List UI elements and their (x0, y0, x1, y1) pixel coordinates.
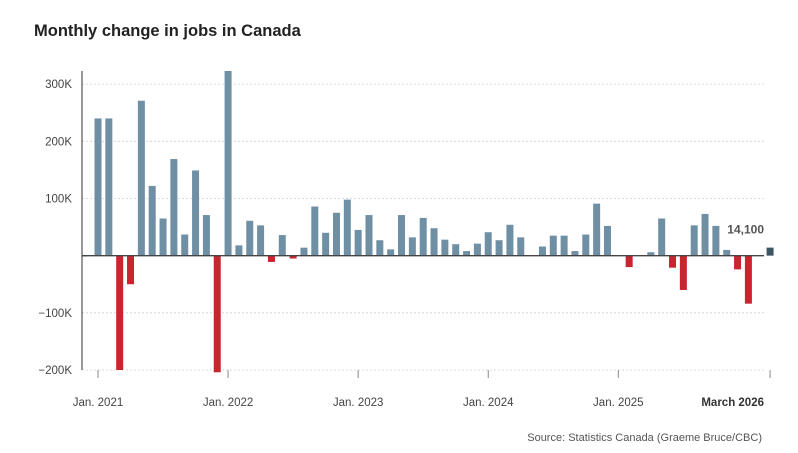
bar (766, 247, 774, 256)
bar (658, 218, 666, 256)
bar (398, 215, 406, 256)
bar (127, 255, 135, 285)
bar (105, 118, 113, 256)
bar (549, 235, 557, 256)
chart-title: Monthly change in jobs in Canada (34, 22, 301, 40)
bar (625, 255, 633, 268)
bar (181, 234, 189, 256)
bar (322, 232, 330, 256)
x-tick-label: Jan. 2021 (73, 397, 124, 409)
bar (278, 235, 286, 256)
bar (170, 159, 178, 256)
y-tick-label: −100K (38, 308, 72, 320)
bar (159, 218, 167, 256)
bar (679, 255, 687, 290)
bar (582, 234, 590, 256)
bar (647, 252, 655, 256)
bar (343, 199, 351, 256)
x-tick-label: Jan. 2025 (593, 397, 644, 409)
bar (332, 212, 340, 256)
bar (246, 220, 254, 256)
bar (257, 225, 265, 256)
y-tick-label: 200K (45, 136, 72, 148)
latest-value-label: 14,100 (727, 223, 764, 237)
bar (387, 249, 395, 256)
bar (408, 237, 416, 256)
x-tick-labels: Jan. 2021 Jan. 2022 Jan. 2023 Jan. 2024 Jan.… (73, 370, 771, 409)
y-tick-label: −200K (38, 365, 72, 377)
bar (148, 185, 156, 256)
bar (734, 255, 742, 270)
bar (723, 249, 731, 256)
source-note: Source: Statistics Canada (Graeme Bruce/… (527, 432, 762, 444)
bar (116, 255, 124, 370)
bar (560, 235, 568, 256)
bar (690, 225, 698, 256)
bar (712, 225, 720, 256)
gridlines (82, 83, 764, 371)
bar (224, 71, 232, 256)
annotations: 14,100 (727, 223, 764, 237)
y-tick-label: 100K (45, 193, 72, 205)
bar (484, 232, 492, 256)
bar (571, 251, 579, 256)
bar (473, 243, 481, 256)
bar (213, 255, 221, 373)
bar (538, 246, 546, 256)
bar (202, 215, 210, 256)
bar (495, 240, 503, 256)
bar (441, 239, 449, 256)
bar (137, 100, 145, 256)
bar (430, 228, 438, 256)
bar (289, 255, 297, 259)
bars (94, 71, 774, 373)
x-tick-label: Jan. 2023 (333, 397, 384, 409)
bar (603, 225, 611, 256)
bar (192, 170, 200, 256)
bar (365, 215, 373, 256)
bar (701, 213, 709, 256)
bar (669, 255, 677, 268)
bar (463, 251, 471, 256)
bar (744, 255, 752, 304)
bar (311, 206, 319, 256)
x-tick-label: Jan. 2022 (203, 397, 254, 409)
bar (235, 245, 243, 256)
bar (354, 229, 362, 256)
bar (94, 118, 102, 256)
x-tick-label: March 2026 (701, 397, 764, 409)
axes (81, 71, 764, 370)
bar (452, 244, 460, 256)
bar (593, 203, 601, 256)
bar (517, 237, 525, 256)
bar (506, 224, 514, 256)
x-tick-label: Jan. 2024 (463, 397, 514, 409)
y-tick-labels: 300K 200K 100K −100K −200K (38, 79, 72, 377)
bar (376, 240, 384, 256)
bar (419, 217, 427, 256)
bar (267, 255, 275, 262)
y-tick-label: 300K (45, 79, 72, 91)
bar (300, 247, 308, 256)
